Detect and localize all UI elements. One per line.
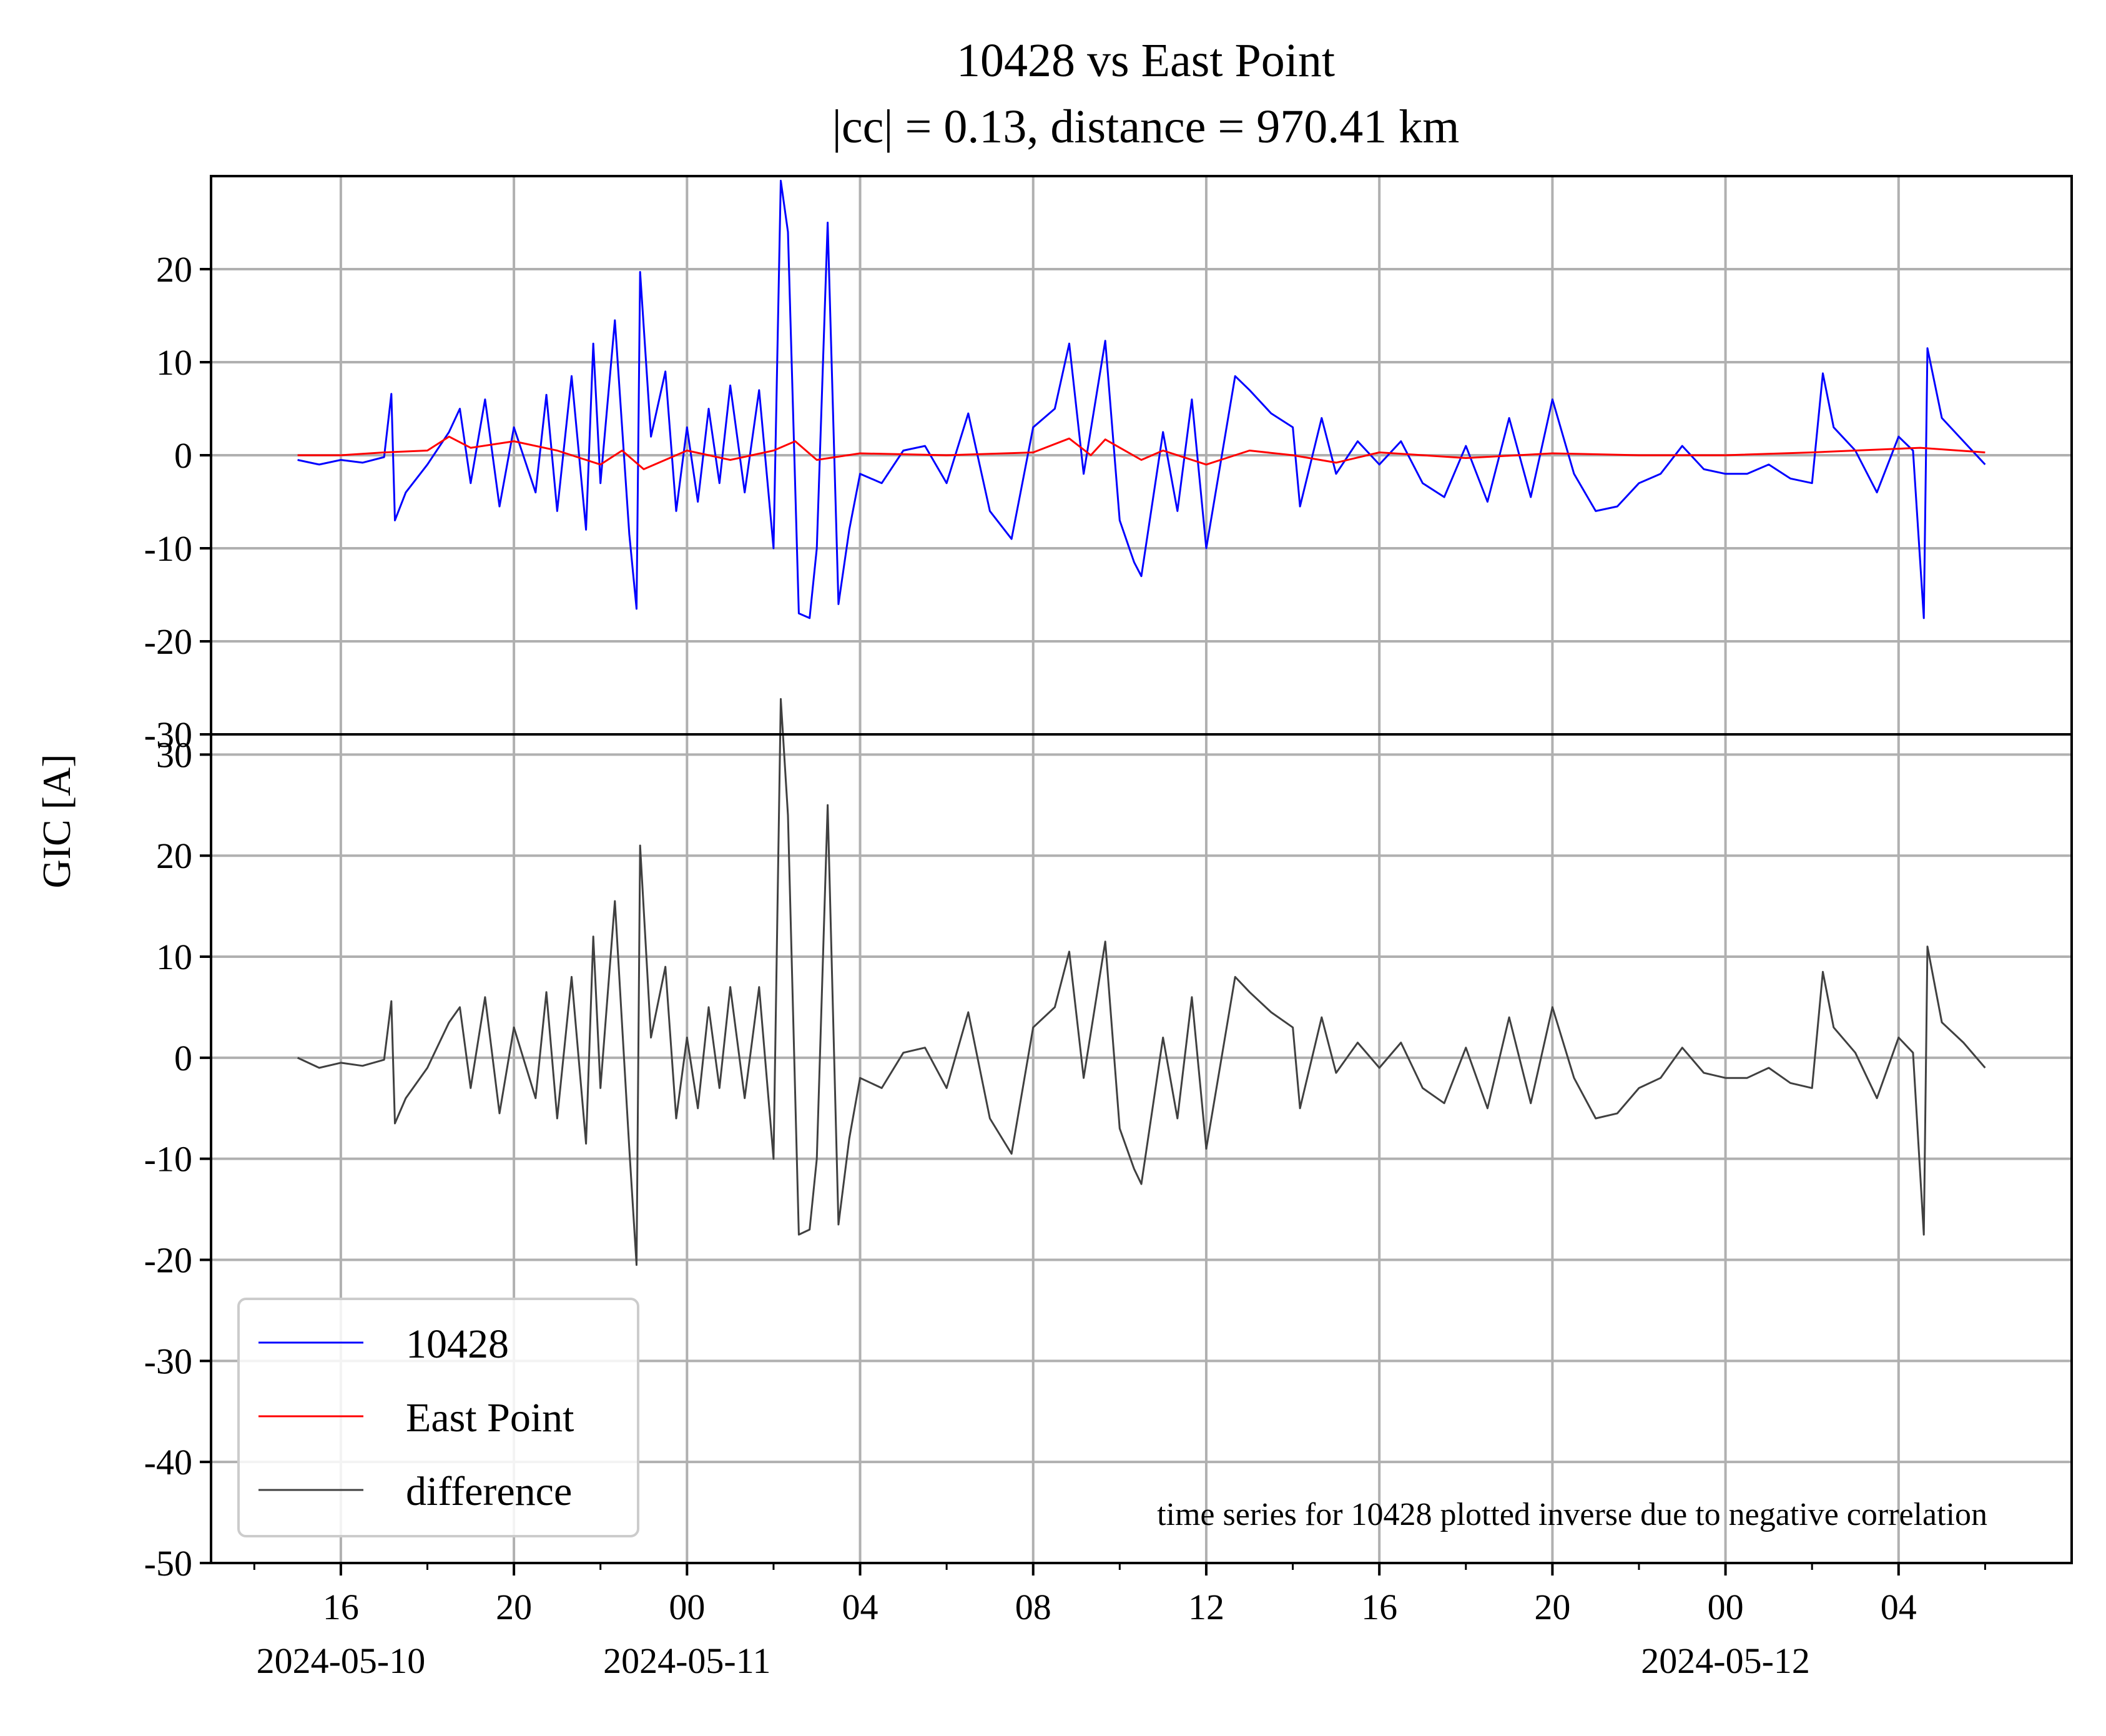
legend: 10428 East Point difference <box>237 1298 639 1537</box>
top-ytick-label-4: -20 <box>144 621 192 662</box>
xtick-date-label-8: 2024-05-12 <box>1641 1640 1810 1681</box>
bottom-ytick-label-2: 10 <box>156 937 192 977</box>
top-ytick-label-5: -30 <box>144 714 192 755</box>
xtick-date-label-2: 2024-05-11 <box>603 1640 770 1681</box>
bottom-panel: 30 20 10 0 -10 -20 -30 -40 -50 <box>144 698 2073 1584</box>
xtick-date-label-0: 2024-05-10 <box>257 1640 426 1681</box>
legend-label-0: 10428 <box>406 1321 509 1367</box>
bottom-ytick-label-6: -30 <box>144 1341 192 1381</box>
xtick-label-9: 04 <box>1881 1587 1917 1627</box>
bottom-series-difference <box>297 698 1986 1266</box>
xtick-label-7: 20 <box>1534 1587 1570 1627</box>
top-ytick-label-3: -10 <box>144 528 192 569</box>
legend-label-1: East Point <box>406 1395 574 1441</box>
inverse-note: time series for 10428 plotted inverse du… <box>1157 1497 1987 1532</box>
top-series-east-point <box>297 435 1985 470</box>
chart-title-line-1: 10428 vs East Point <box>957 34 1335 87</box>
legend-box <box>237 1298 639 1537</box>
xtick-label-2: 00 <box>669 1587 705 1627</box>
y-axis-label: GIC [A] <box>34 754 79 888</box>
xtick-label-0: 16 <box>323 1587 359 1627</box>
top-ytick-label-0: 20 <box>156 249 192 290</box>
bottom-ytick-label-5: -20 <box>144 1240 192 1281</box>
top-ytick-label-1: 10 <box>156 342 192 383</box>
bottom-ytick-label-3: 0 <box>174 1038 192 1078</box>
bottom-ytick-label-1: 20 <box>156 836 192 876</box>
xtick-label-5: 12 <box>1188 1587 1224 1627</box>
top-series-10428 <box>297 179 1986 619</box>
xtick-label-4: 08 <box>1015 1587 1051 1627</box>
top-ytick-label-2: 0 <box>174 435 192 476</box>
xtick-label-1: 20 <box>496 1587 532 1627</box>
bottom-ytick-label-0: 30 <box>156 734 192 775</box>
xtick-label-6: 16 <box>1361 1587 1397 1627</box>
chart-title-line-2: |cc| = 0.13, distance = 970.41 km <box>832 101 1460 153</box>
bottom-ytick-label-8: -50 <box>144 1543 192 1584</box>
bottom-axes-frame <box>210 733 2073 1564</box>
bottom-ytick-label-7: -40 <box>144 1442 192 1482</box>
xtick-label-8: 00 <box>1708 1587 1744 1627</box>
legend-label-2: difference <box>406 1469 572 1514</box>
bottom-ytick-label-4: -10 <box>144 1139 192 1180</box>
xtick-label-3: 04 <box>842 1587 878 1627</box>
top-panel: 20 10 0 -10 -20 -30 <box>144 175 2073 755</box>
x-axis: 16 2024-05-10 20 00 2024-05-11 04 08 12 16 20 00 20… <box>253 1563 1986 1681</box>
